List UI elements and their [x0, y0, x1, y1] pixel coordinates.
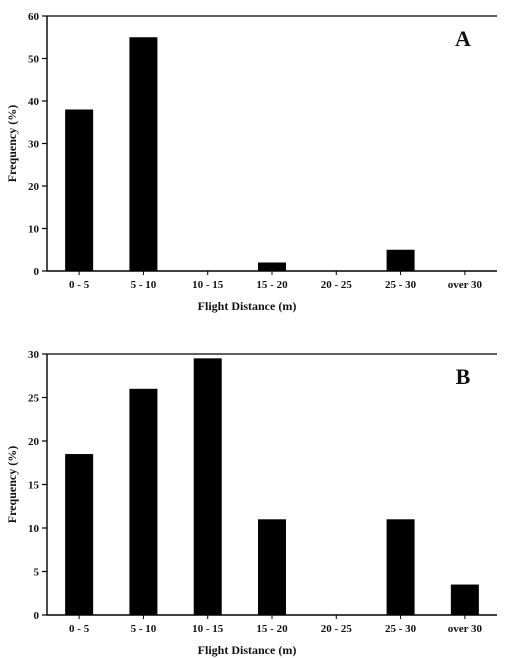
- panel-label: A: [455, 26, 471, 51]
- bar: [322, 614, 351, 615]
- y-tick-label: 15: [28, 480, 40, 492]
- x-tick-label: 10 - 15: [192, 623, 224, 635]
- panel-label: B: [456, 364, 471, 389]
- x-axis-title: Flight Distance (m): [198, 643, 297, 657]
- bar: [65, 109, 94, 271]
- bar: [193, 270, 222, 271]
- x-axis-title: Flight Distance (m): [198, 299, 297, 313]
- y-tick-label: 5: [34, 567, 40, 579]
- x-tick-label: 0 - 5: [69, 279, 90, 291]
- bar: [65, 454, 94, 615]
- x-tick-label: 5 - 10: [131, 623, 157, 635]
- y-tick-label: 20: [28, 436, 40, 448]
- y-tick-label: 30: [28, 349, 40, 361]
- y-tick-label: 60: [28, 11, 40, 23]
- bar: [129, 37, 158, 271]
- y-tick-label: 50: [28, 54, 40, 66]
- x-tick-label: 25 - 30: [385, 623, 417, 635]
- bar: [450, 584, 479, 615]
- x-tick-label: over 30: [448, 279, 483, 291]
- y-axis-title: Frequency (%): [5, 105, 19, 182]
- x-tick-label: 10 - 15: [192, 279, 224, 291]
- bar: [450, 270, 479, 271]
- bar: [386, 249, 415, 271]
- y-tick-label: 25: [28, 393, 40, 405]
- bar: [258, 519, 286, 615]
- x-tick-label: 15 - 20: [256, 279, 288, 291]
- bar: [129, 388, 158, 615]
- chart-panel-a: 0 10 20 30 40 50 60 0 - 5 5 - 10 10 - 15 15 - 20 20…: [5, 11, 497, 313]
- bar: [386, 519, 415, 615]
- x-tick-label: 0 - 5: [69, 623, 90, 635]
- x-tick-label: 25 - 30: [385, 279, 417, 291]
- x-tick-label: 5 - 10: [131, 279, 157, 291]
- chart-panel-b: 0 5 10 15 20 25 30 0 - 5 5 - 10 10 - 15 15 - 20 20 …: [5, 349, 497, 657]
- y-tick-label: 20: [28, 181, 40, 193]
- y-tick-label: 10: [28, 523, 40, 535]
- y-tick-label: 0: [34, 610, 40, 622]
- x-tick-label: 20 - 25: [321, 623, 353, 635]
- y-tick-label: 30: [28, 139, 40, 151]
- y-tick-label: 10: [28, 224, 40, 236]
- x-tick-label: over 30: [448, 623, 483, 635]
- y-tick-label: 0: [34, 266, 40, 278]
- y-axis-title: Frequency (%): [5, 446, 19, 523]
- bar: [193, 358, 222, 615]
- x-tick-label: 20 - 25: [321, 279, 353, 291]
- bar: [258, 262, 286, 271]
- bar: [322, 270, 351, 271]
- y-tick-label: 40: [28, 96, 40, 108]
- x-tick-label: 15 - 20: [256, 623, 288, 635]
